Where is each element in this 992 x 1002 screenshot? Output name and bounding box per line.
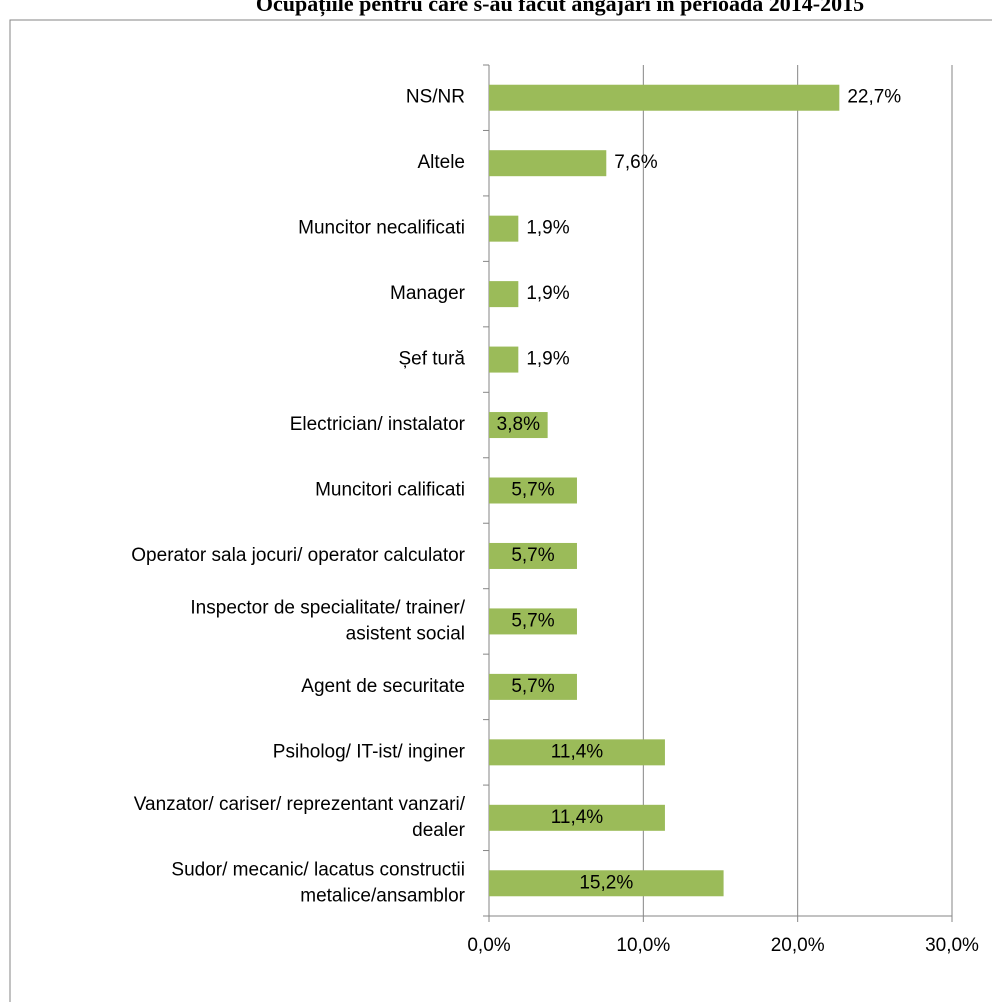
bar (489, 346, 519, 373)
data-label: 1,9% (526, 283, 569, 304)
data-label: 11,4% (551, 741, 604, 762)
bar (489, 870, 724, 897)
x-tick-label: 10,0% (616, 935, 670, 956)
data-label: 5,7% (511, 480, 554, 501)
bar (489, 281, 519, 308)
y-tick-label: Inspector de specialitate/ trainer/asist… (190, 597, 465, 644)
x-tick-label: 0,0% (467, 935, 510, 956)
x-tick-label: 20,0% (771, 935, 825, 956)
data-label: 15,2% (579, 872, 633, 893)
data-label: 5,7% (511, 676, 554, 697)
x-tick-label: 30,0% (925, 935, 979, 956)
bar (489, 804, 665, 831)
y-tick-label: Vanzator/ cariser/ reprezentant vanzari/… (134, 794, 466, 841)
y-tick-label: Agent de securitate (301, 676, 465, 697)
y-tick-label: Operator sala jocuri/ operator calculato… (131, 545, 465, 566)
data-label: 1,9% (526, 349, 569, 370)
y-tick-label: Psiholog/ IT-ist/ inginer (273, 741, 466, 762)
bar (489, 477, 577, 504)
data-label: 11,4% (551, 807, 604, 828)
y-tick-label: Altele (417, 152, 465, 173)
y-tick-label: Șef tură (398, 349, 465, 370)
data-label: 1,9% (526, 218, 569, 239)
bar (489, 215, 519, 242)
data-label: 7,6% (614, 152, 657, 173)
bar (489, 739, 665, 766)
bar (489, 412, 548, 439)
bar (489, 84, 840, 111)
y-tick-label: Electrician/ instalator (290, 414, 466, 435)
data-label: 3,8% (497, 414, 540, 435)
data-label: 22,7% (847, 87, 901, 108)
y-tick-label: Muncitori calificati (315, 480, 465, 501)
y-tick-label: Sudor/ mecanic/ lacatus constructii metal… (171, 859, 465, 906)
data-label: 5,7% (511, 610, 554, 631)
y-tick-label: NS/NR (406, 87, 465, 108)
bar (489, 608, 577, 635)
y-tick-label: Manager (390, 283, 466, 304)
chart-frame (9, 19, 992, 1002)
chart-title: Ocupațiile pentru care s-au facut angaja… (256, 0, 864, 17)
bar (489, 542, 577, 569)
bar (489, 673, 577, 700)
y-tick-label: Muncitor necalificati (298, 218, 465, 239)
data-label: 5,7% (511, 545, 554, 566)
bar (489, 150, 607, 177)
